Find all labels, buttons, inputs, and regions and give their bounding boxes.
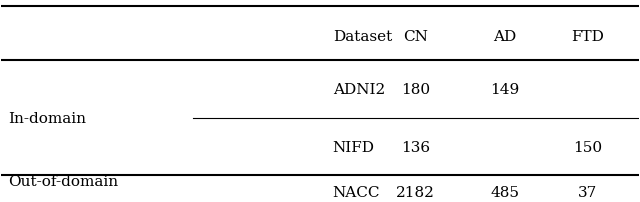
Text: 180: 180 bbox=[401, 83, 430, 97]
Text: 149: 149 bbox=[490, 83, 520, 97]
Text: AD: AD bbox=[493, 30, 516, 44]
Text: FTD: FTD bbox=[571, 30, 604, 44]
Text: 37: 37 bbox=[578, 185, 597, 199]
Text: Dataset: Dataset bbox=[333, 30, 392, 44]
Text: 2182: 2182 bbox=[396, 185, 435, 199]
Text: 136: 136 bbox=[401, 140, 430, 154]
Text: ADNI2: ADNI2 bbox=[333, 83, 385, 97]
Text: CN: CN bbox=[403, 30, 428, 44]
Text: Out-of-domain: Out-of-domain bbox=[8, 174, 118, 188]
Text: NIFD: NIFD bbox=[333, 140, 375, 154]
Text: In-domain: In-domain bbox=[8, 112, 86, 125]
Text: NACC: NACC bbox=[333, 185, 380, 199]
Text: 485: 485 bbox=[490, 185, 519, 199]
Text: 150: 150 bbox=[573, 140, 602, 154]
